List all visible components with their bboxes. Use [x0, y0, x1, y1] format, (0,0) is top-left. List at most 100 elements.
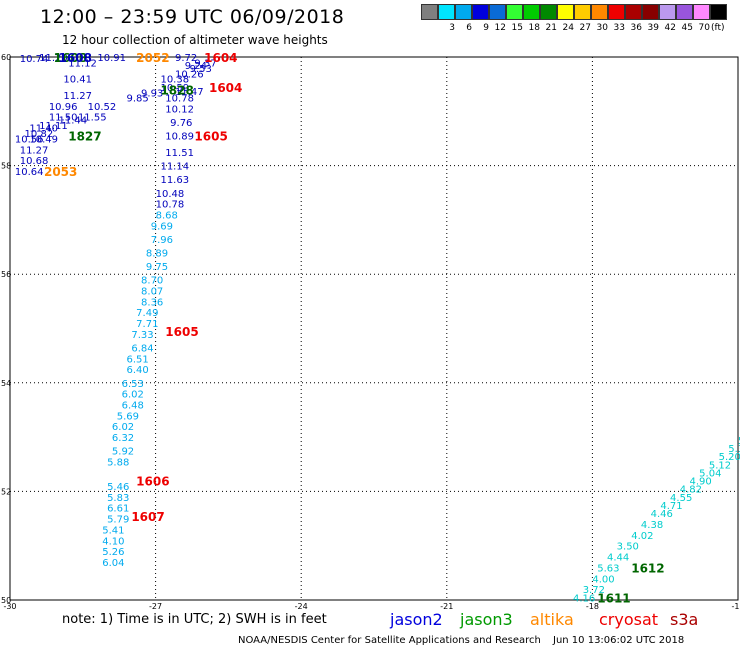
lat-tick-label: 56: [1, 270, 11, 279]
wave-height-value: 10.78: [165, 94, 194, 105]
wave-height-value: 10.64: [15, 167, 44, 178]
wave-height-value: 6.51: [126, 354, 148, 365]
wave-height-value: 10.82: [25, 129, 54, 140]
wave-height-value: 5.83: [107, 493, 129, 504]
wave-height-value: 4.00: [592, 574, 614, 585]
scale-label: 42: [664, 23, 676, 33]
wave-height-value: 8.07: [141, 286, 163, 297]
wave-height-value: 4.55: [670, 493, 692, 504]
scale-swatch: [523, 4, 540, 20]
wave-height-value: 10.41: [63, 75, 92, 86]
lon-tick-label: -21: [440, 602, 453, 611]
legend-s3a: s3a: [670, 610, 699, 629]
scale-swatch: [455, 4, 472, 20]
scale-label: 24: [562, 23, 574, 33]
pass-time-label: 1604: [204, 51, 237, 65]
pass-time-label: 1605: [194, 130, 227, 144]
wave-height-value: 11.44: [59, 115, 88, 126]
wave-height-value: 9.72: [175, 53, 197, 64]
scale-swatch: [591, 4, 608, 20]
wave-height-value: 9.76: [170, 118, 192, 129]
scale-swatch: [506, 4, 523, 20]
wave-height-value: 10.78: [156, 200, 185, 211]
wave-height-value: 9.93: [141, 88, 163, 99]
scale-label: 70: [698, 23, 710, 33]
scale-swatch: [659, 4, 676, 20]
wave-height-value: 5.18: [738, 436, 740, 447]
wave-height-value: 7.96: [151, 235, 173, 246]
lat-tick-label: 58: [1, 162, 11, 171]
legend-jason2: jason2: [390, 610, 443, 629]
scale-swatch: [540, 4, 557, 20]
lat-tick-label: 50: [1, 596, 11, 605]
note: note: 1) Time is in UTC; 2) SWH is in fe…: [62, 612, 327, 627]
wave-height-value: 4.46: [651, 509, 673, 520]
wave-height-value: 11.27: [20, 145, 49, 156]
wave-height-value: 11.55: [78, 113, 107, 124]
wave-height-value: 9.37: [194, 58, 216, 69]
scale-label: 27: [579, 23, 591, 33]
scale-label: 30: [596, 23, 608, 33]
pass-time-label: 1608: [54, 51, 87, 65]
chart-title: 12:00 – 23:59 UTC 06/09/2018: [40, 6, 345, 28]
credit: NOAA/NESDIS Center for Satellite Applica…: [238, 635, 541, 646]
wave-height-value: 10.89: [165, 132, 194, 143]
lat-tick-label: 54: [1, 379, 11, 388]
chart-subtitle: 12 hour collection of altimeter wave hei…: [62, 33, 328, 47]
wave-height-value: 11.51: [165, 148, 194, 159]
scale-label: 21: [545, 23, 557, 33]
pass-time-label: 1606: [136, 475, 169, 489]
wave-height-value: 5.69: [117, 411, 139, 422]
wave-height-value: 10.26: [175, 69, 204, 80]
pass-time-label: 1604: [209, 81, 242, 95]
scale-label: 12: [494, 23, 506, 33]
wave-height-value: 4.16: [573, 593, 595, 604]
wave-height-value: 11.50: [49, 113, 78, 124]
wave-height-value: 8.36: [141, 297, 163, 308]
pass-time-label: 1608: [59, 51, 92, 65]
wave-height-value: 10.74: [20, 54, 49, 65]
lon-tick-label: -30: [3, 602, 16, 611]
wave-height-value: 10.91: [97, 53, 126, 64]
wave-height-value: 5.92: [112, 447, 134, 458]
scale-label: 45: [681, 23, 693, 33]
wave-height-value: 10.12: [165, 105, 194, 116]
scale-swatch: [693, 4, 710, 20]
wave-height-value: 4.71: [660, 501, 682, 512]
wave-height-value: 10.52: [88, 102, 117, 113]
pass-time-label: 1611: [597, 591, 630, 605]
wave-height-value: 10.56: [15, 134, 44, 145]
wave-height-value: 5.41: [102, 525, 124, 536]
wave-height-value: 6.53: [122, 379, 144, 390]
pass-time-label: 2053: [44, 165, 77, 179]
wave-height-value: 10.96: [49, 102, 78, 113]
wave-height-value: 5.63: [597, 563, 619, 574]
wave-height-value: 8.89: [146, 248, 168, 259]
pass-time-label: 2052: [136, 51, 169, 65]
pass-time-label: 1607: [131, 510, 164, 524]
scale-label: 39: [647, 23, 659, 33]
wave-height-value: 11.12: [68, 58, 97, 69]
wave-height-value: 11.63: [160, 175, 189, 186]
scale-label: 33: [613, 23, 625, 33]
scale-label: 6: [466, 23, 472, 33]
wave-height-value: 10.48: [156, 189, 185, 200]
lat-tick-label: 52: [1, 487, 11, 496]
scale-swatch: [421, 4, 438, 20]
wave-height-value: 8.70: [141, 276, 163, 287]
wave-height-value: 4.90: [689, 477, 711, 488]
wave-height-value: 7.71: [136, 319, 158, 330]
wave-height-value: 5.20: [719, 452, 740, 463]
wave-height-value: 4.44: [607, 553, 629, 564]
wave-height-value: 7.33: [131, 330, 153, 341]
wave-height-value: 11.20: [39, 53, 68, 64]
scale-unit: (ft): [711, 23, 725, 33]
wave-height-value: 5.26: [102, 547, 124, 558]
scale-label: 9: [483, 23, 489, 33]
legend-jason3: jason3: [460, 610, 513, 629]
wave-height-value: 11.27: [63, 91, 92, 102]
map-frame: [9, 56, 739, 601]
wave-height-value: 4.38: [641, 520, 663, 531]
wave-height-value: 9.24: [185, 61, 207, 72]
